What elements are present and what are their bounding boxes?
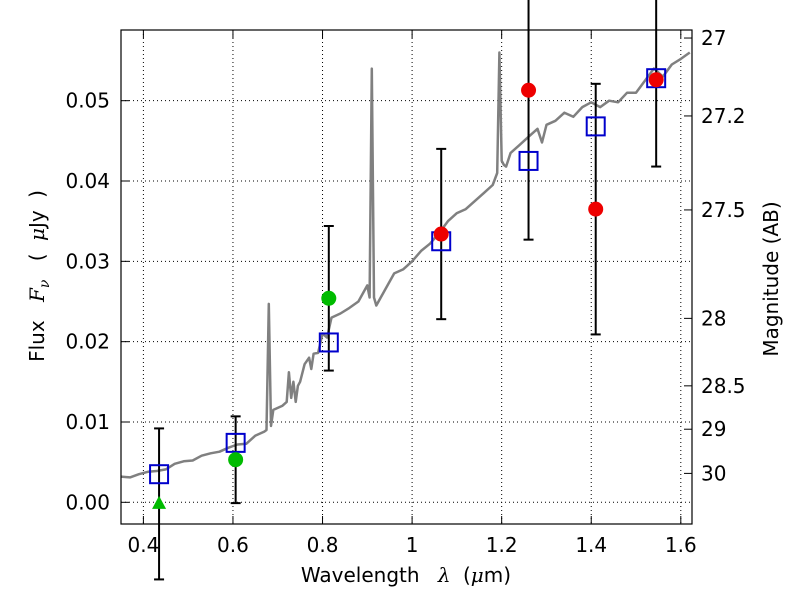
magnitude-tick-label: 29 (701, 417, 726, 441)
x-label-unit-rest: m) (484, 563, 511, 587)
error-bars (154, 0, 662, 581)
observed-photometry-point (433, 226, 449, 242)
x-label-main: Wavelength (301, 563, 420, 587)
model-photometry-square (225, 432, 246, 453)
magnitude-tick-label: 28.5 (701, 374, 746, 398)
model-photometry-markers (149, 68, 667, 485)
observed-photometry-point (228, 452, 244, 468)
y-tick-label: 0.02 (65, 330, 110, 354)
magnitude-tick-label: 27.5 (701, 198, 746, 222)
y-tick-label: 0.03 (65, 249, 110, 273)
y-label-unit-open: ( (25, 253, 49, 261)
observed-photometry-point (648, 72, 664, 88)
x-label-unit-mu: μ (471, 563, 484, 587)
y-label-symbol: F (25, 287, 49, 303)
magnitude-tick-label: 28 (701, 306, 726, 330)
model-photometry-square (518, 150, 539, 171)
y-axis-label: Flux Fν ( μJy ) (25, 190, 54, 362)
sed-model-curve-group (120, 51, 691, 479)
y-label-sub: ν (37, 279, 53, 288)
x-tick-label: 0.6 (217, 533, 249, 557)
y-label-main: Flux (25, 320, 49, 362)
observed-photometry-markers (152, 72, 664, 509)
magnitude-tick-label: 27 (701, 26, 726, 50)
magnitude-tick-label: 30 (701, 461, 726, 485)
x-tick-label: 1.6 (665, 533, 697, 557)
axis-ticks: 0.4 0.6 0.8 1 1.2 1.4 1.6 0.00 0.01 0.02 0.03 0.04 0… (65, 26, 745, 557)
y-label-unit-close: ) (25, 190, 49, 198)
x-tick-label: 1.2 (486, 533, 518, 557)
y-label-unit-mu: μ (25, 228, 49, 241)
plot-border (120, 29, 693, 525)
y-tick-label: 0.00 (65, 490, 110, 514)
x-tick-label: 1.4 (575, 533, 607, 557)
magnitude-axis-label: Magnitude (AB) (759, 201, 783, 356)
observed-photometry-point (588, 201, 604, 217)
observed-upper-limit-triangle (152, 495, 167, 509)
y-label-unit-rest: Jy (25, 210, 49, 230)
model-photometry-square (149, 464, 170, 485)
x-tick-label: 1 (406, 533, 419, 557)
observed-photometry-point (521, 82, 537, 98)
y-tick-label: 0.01 (65, 410, 110, 434)
x-tick-label: 0.8 (307, 533, 339, 557)
x-label-unit-open: ( (463, 563, 471, 587)
x-axis-label: Wavelength λ (μm) (301, 563, 511, 587)
x-label-symbol: λ (437, 563, 451, 587)
observed-photometry-point (321, 290, 337, 306)
plot-frame (120, 29, 693, 525)
y-tick-label: 0.05 (65, 89, 110, 113)
x-tick-label: 0.4 (127, 533, 159, 557)
magnitude-tick-label: 27.2 (701, 104, 746, 128)
y-tick-label: 0.04 (65, 169, 110, 193)
sed-model-curve (120, 51, 691, 479)
model-photometry-square (585, 116, 606, 137)
model-photometry-square (318, 332, 339, 353)
